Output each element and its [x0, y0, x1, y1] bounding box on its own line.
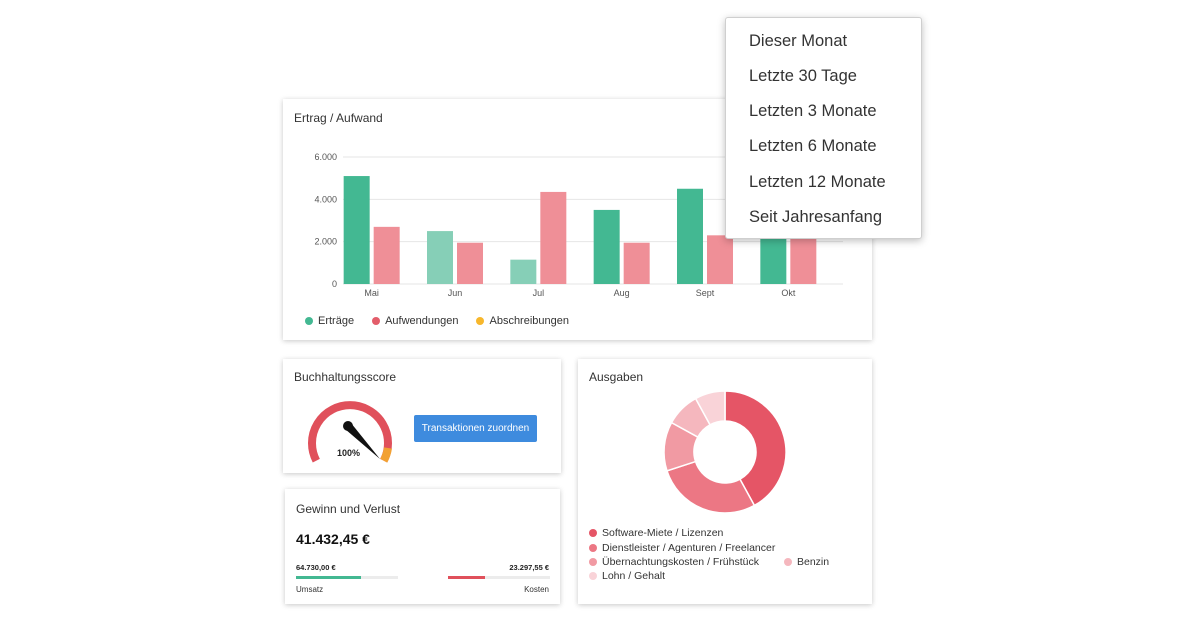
donut-slice[interactable]	[666, 460, 756, 514]
bar-ertraege[interactable]	[510, 259, 537, 284]
x-tick-label: Aug	[614, 288, 630, 298]
score-percent: 100%	[337, 448, 361, 458]
cost-amount: 23.297,55 €	[509, 563, 549, 572]
bar-ertraege[interactable]	[593, 209, 620, 284]
legend-dot	[589, 529, 597, 537]
x-tick-label: Sept	[696, 288, 715, 298]
legend-dot	[589, 572, 597, 580]
legend-dot-aufwendungen	[372, 317, 381, 325]
legend-dot	[589, 544, 597, 552]
bar-ertraege[interactable]	[677, 188, 703, 284]
bar-aufwendungen[interactable]	[373, 226, 400, 284]
expense-legend-item[interactable]: Lohn / Gehalt	[589, 570, 665, 582]
expenses-card: Ausgaben Software-Miete / Lizenzen Diens…	[578, 359, 872, 604]
menu-item-last-12-months[interactable]: Letzten 12 Monate	[749, 173, 886, 191]
menu-item-last-30-days[interactable]: Letzte 30 Tage	[749, 67, 857, 85]
revenue-expense-title: Ertrag / Aufwand	[294, 111, 383, 125]
y-tick-label: 2.000	[314, 237, 337, 247]
profit-total: 41.432,45 €	[296, 531, 370, 547]
bar-aufwendungen[interactable]	[457, 242, 483, 284]
expense-legend-label: Dienstleister / Agenturen / Freelancer	[602, 542, 776, 554]
legend-dot-ertraege	[305, 317, 313, 325]
donut-slice[interactable]	[724, 390, 787, 507]
gauge-arc-accent	[380, 447, 392, 463]
legend-item-ertraege[interactable]: Erträge	[305, 315, 354, 327]
bar-aufwendungen[interactable]	[623, 242, 650, 284]
x-tick-label: Jun	[448, 288, 463, 298]
bar-aufwendungen[interactable]	[707, 235, 733, 284]
expense-legend-item[interactable]: Dienstleister / Agenturen / Freelancer	[589, 542, 775, 554]
legend-dot-abschreibungen	[476, 317, 485, 325]
legend-item-aufwendungen[interactable]: Aufwendungen	[372, 315, 458, 327]
expense-legend-label: Software-Miete / Lizenzen	[602, 527, 724, 539]
legend-dot	[589, 558, 597, 566]
gauge-hub	[343, 421, 353, 431]
cost-progress-track	[448, 576, 550, 579]
expense-legend-label: Benzin	[797, 556, 830, 568]
cost-label: Kosten	[524, 585, 549, 594]
expenses-title: Ausgaben	[589, 370, 644, 384]
legend-label-abschreibungen: Abschreibungen	[489, 315, 569, 327]
score-gauge	[308, 401, 392, 463]
x-tick-label: Okt	[781, 288, 796, 298]
expense-legend-item[interactable]: Benzin	[784, 556, 829, 568]
gauge-needle	[345, 423, 380, 459]
menu-item-year-to-date[interactable]: Seit Jahresanfang	[749, 208, 883, 226]
expense-legend-label: Übernachtungskosten / Frühstück	[602, 556, 759, 568]
cost-progress-fill	[448, 576, 485, 579]
revenue-label: Umsatz	[296, 585, 324, 594]
y-tick-label: 0	[332, 279, 337, 289]
expense-legend-item[interactable]: Übernachtungskosten / Frühstück	[589, 556, 759, 568]
profit-loss-card: Gewinn und Verlust 41.432,45 € 64.730,00…	[285, 489, 560, 604]
revenue-amount: 64.730,00 €	[296, 563, 336, 572]
period-dropdown-menu: Dieser Monat Letzte 30 Tage Letzten 3 Mo…	[725, 17, 922, 239]
legend-label-ertraege: Erträge	[318, 315, 355, 327]
bar-ertraege[interactable]	[427, 231, 453, 284]
legend-item-abschreibungen[interactable]: Abschreibungen	[476, 315, 569, 327]
donut-slice[interactable]	[694, 390, 726, 426]
bar-ertraege[interactable]	[343, 176, 370, 284]
x-tick-label: Mai	[364, 288, 379, 298]
menu-item-this-month[interactable]: Dieser Monat	[749, 32, 848, 50]
menu-item-last-6-months[interactable]: Letzten 6 Monate	[749, 137, 877, 155]
expense-legend-item[interactable]: Software-Miete / Lizenzen	[589, 527, 723, 539]
legend-dot	[784, 558, 792, 566]
y-tick-label: 6.000	[314, 152, 337, 162]
accounting-score-card: Buchhaltungsscore 100% Transaktionen zuo…	[283, 359, 561, 473]
menu-item-last-3-months[interactable]: Letzten 3 Monate	[749, 102, 877, 120]
legend-label-aufwendungen: Aufwendungen	[385, 315, 459, 327]
profit-loss-title: Gewinn und Verlust	[296, 502, 401, 516]
chart-legend: Erträge Aufwendungen Abschreibungen	[305, 315, 569, 327]
y-tick-label: 4.000	[314, 194, 337, 204]
revenue-progress-track	[296, 576, 398, 579]
expenses-donut-chart	[663, 390, 787, 514]
assign-transactions-button[interactable]: Transaktionen zuordnen	[414, 415, 537, 442]
bar-aufwendungen[interactable]	[540, 191, 567, 284]
accounting-score-title: Buchhaltungsscore	[294, 370, 397, 384]
x-tick-label: Jul	[533, 288, 545, 298]
revenue-progress-fill	[296, 576, 362, 579]
gauge-arc-main	[308, 401, 392, 463]
expense-legend-label: Lohn / Gehalt	[602, 570, 666, 582]
